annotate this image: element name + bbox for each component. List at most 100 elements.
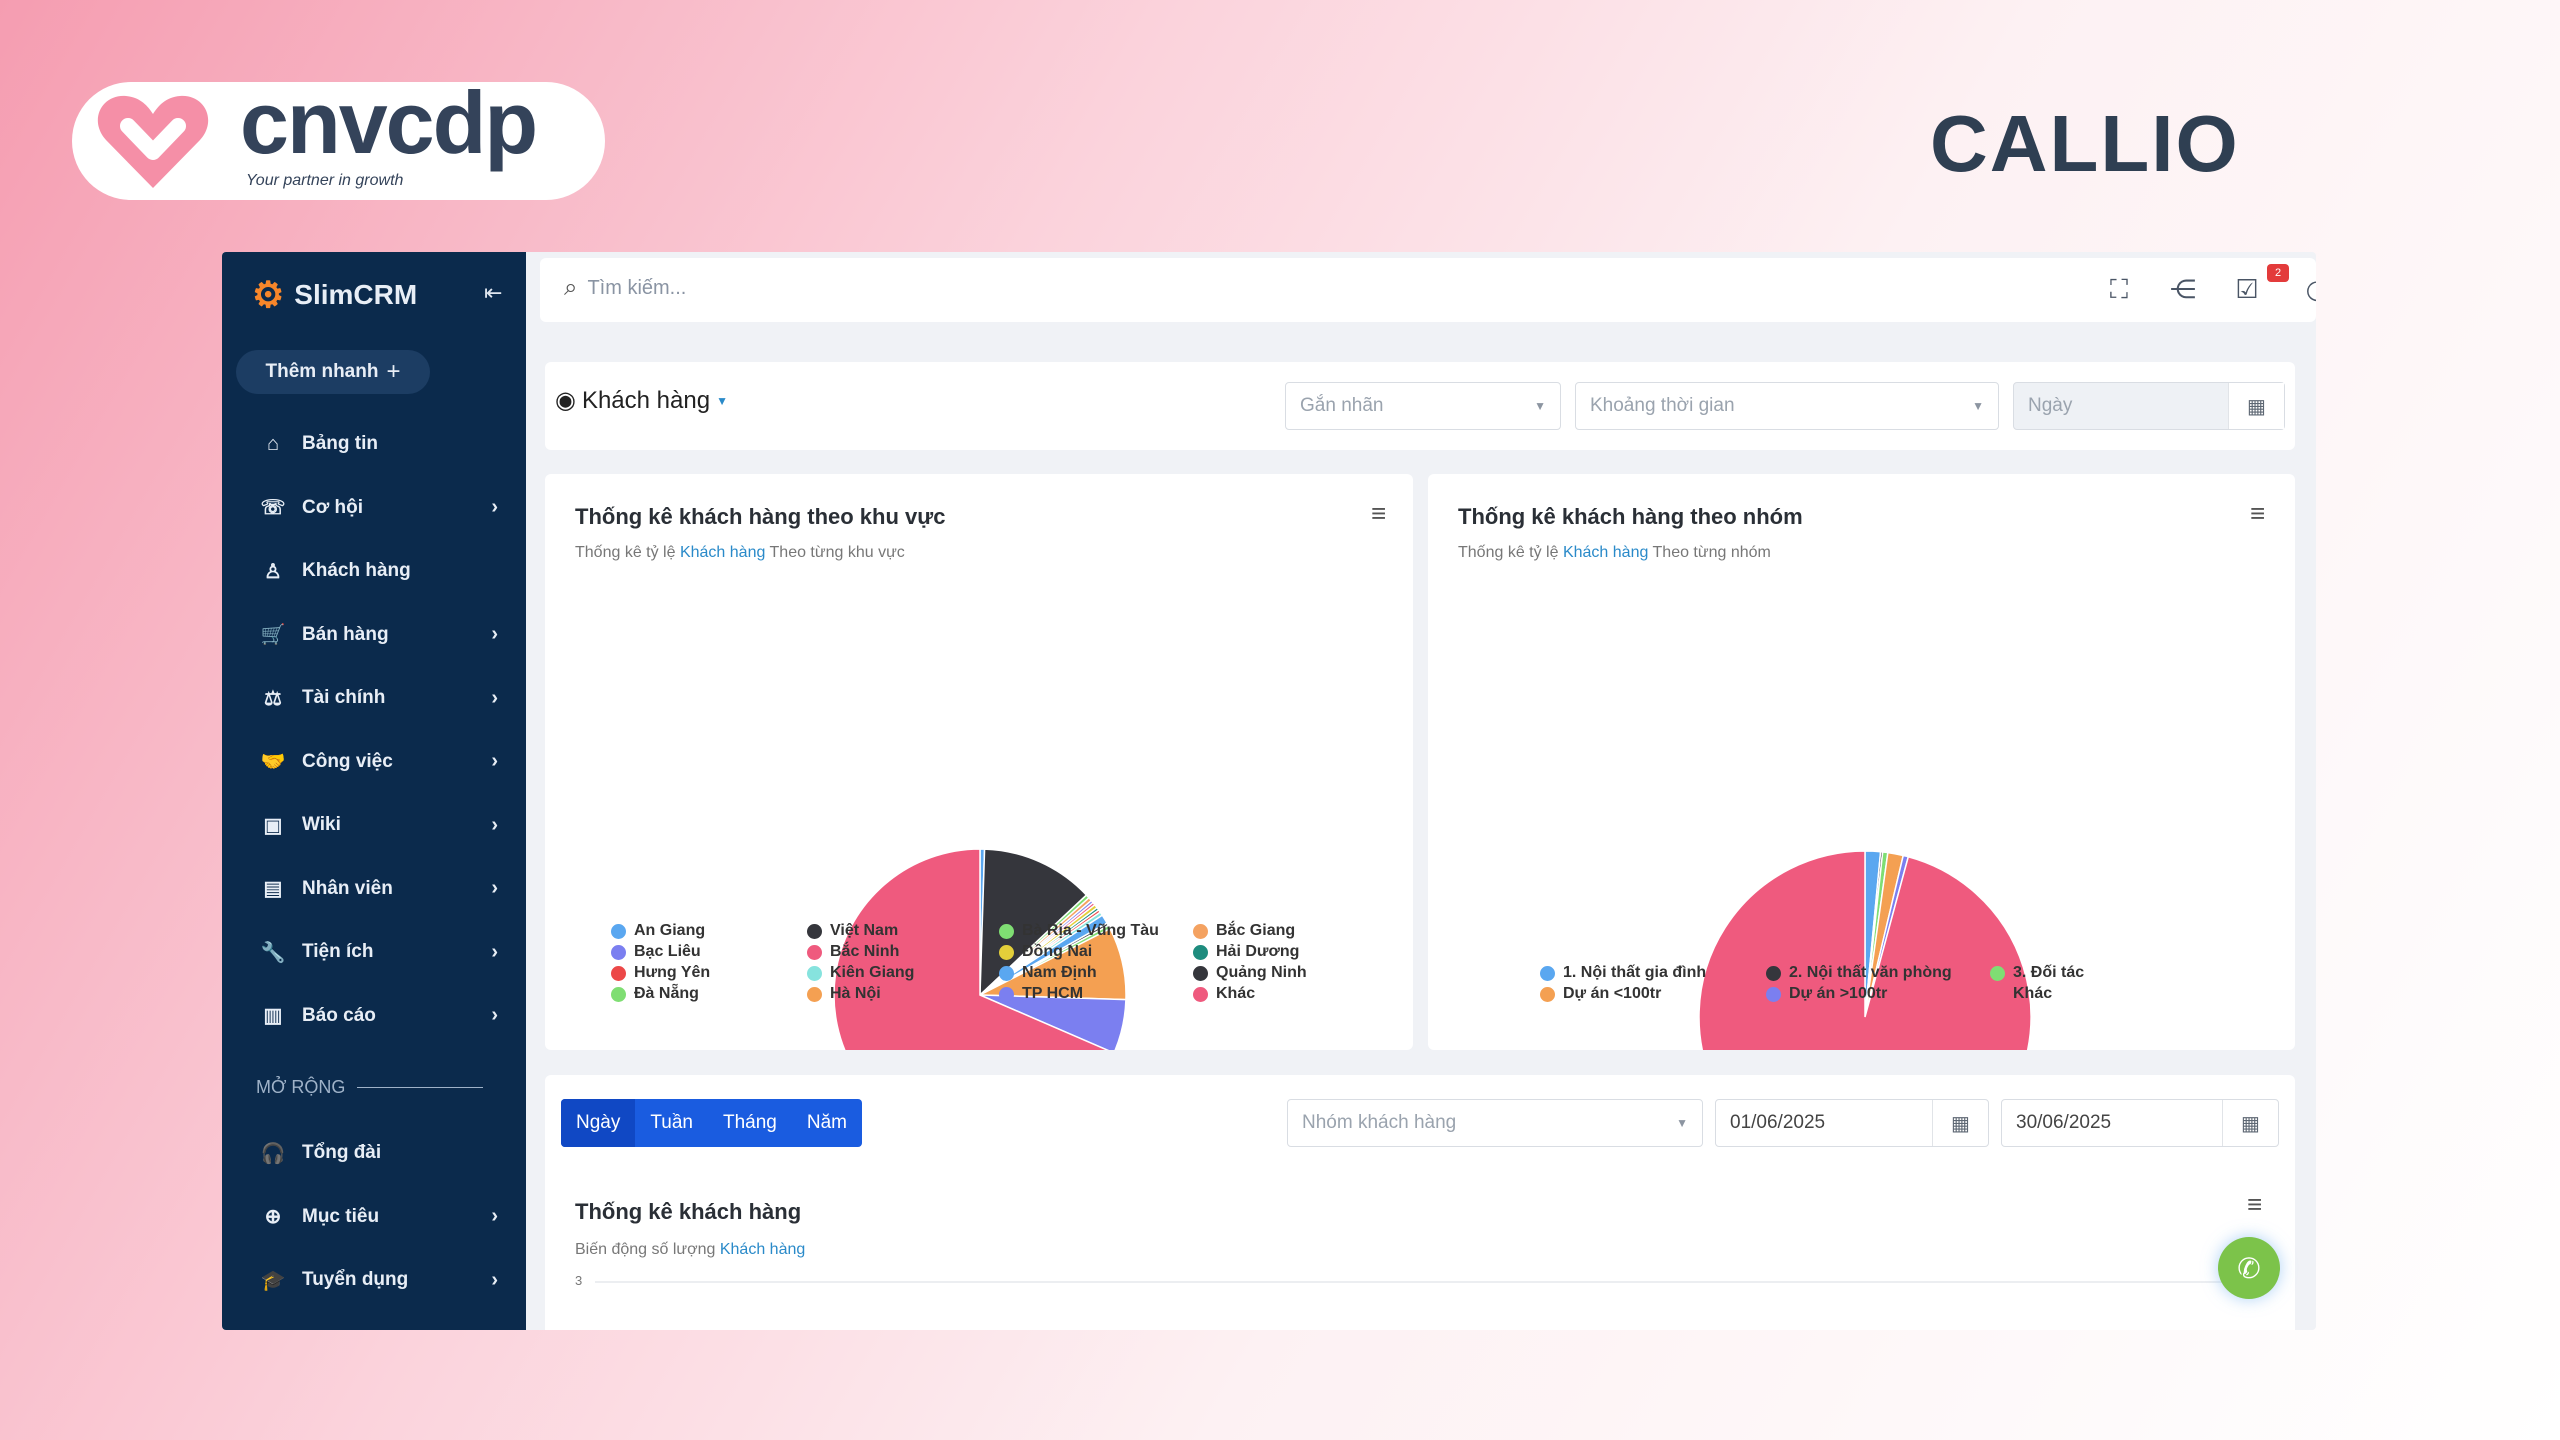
legend-label: 2. Nội thất văn phòng xyxy=(1789,964,1952,981)
legend-marker xyxy=(1540,965,1555,981)
sidebar-item[interactable]: 🔧 Tiện ích › xyxy=(222,927,526,977)
legend-item[interactable]: TP HCM xyxy=(999,985,1083,1003)
calendar-icon[interactable]: ▦ xyxy=(1932,1100,1988,1146)
partner-tagline: Your partner in growth xyxy=(246,172,404,189)
legend-item[interactable]: Hải Dương xyxy=(1193,943,1299,961)
legend-item[interactable]: Khác xyxy=(1990,985,2052,1003)
period-tab[interactable]: Ngày xyxy=(561,1099,636,1147)
date-from-input[interactable]: 01/06/2025 ▦ xyxy=(1715,1099,1989,1147)
legend-item[interactable]: Bà Rịa - Vũng Tàu xyxy=(999,922,1159,940)
chevron-right-icon: › xyxy=(491,1268,498,1291)
graduation-cap-icon: 🎓 xyxy=(260,1269,286,1292)
legend-marker xyxy=(611,965,626,981)
legend-item[interactable]: Đồng Nai xyxy=(999,943,1092,961)
sidebar-item[interactable]: ▤ Nhân viên › xyxy=(222,864,526,914)
period-toggle: Ngày Tuần Tháng Năm xyxy=(561,1099,862,1147)
plus-icon: + xyxy=(386,358,401,385)
call-button[interactable]: ✆ xyxy=(2218,1237,2280,1299)
pie-slice[interactable] xyxy=(1698,850,2032,1050)
subtitle-link[interactable]: Khách hàng xyxy=(719,1241,806,1258)
region-chart-card: Thống kê khách hàng theo khu vực Thống k… xyxy=(545,474,1413,1050)
subtitle-text: Biến động số lượng xyxy=(575,1241,716,1258)
search-input[interactable]: Tìm kiếm... xyxy=(587,276,687,299)
sidebar-item[interactable]: 🤝 Công việc › xyxy=(222,737,526,787)
chart-title: Thống kê khách hàng theo khu vực xyxy=(575,504,946,529)
id-card-icon: ▤ xyxy=(263,878,283,900)
calendar-icon[interactable]: ▦ xyxy=(2228,383,2284,429)
chart-menu-icon[interactable]: ≡ xyxy=(2247,1189,2263,1219)
legend-item[interactable]: Khác xyxy=(1193,985,1255,1003)
subtitle-link[interactable]: Khách hàng xyxy=(679,544,766,561)
module-label: Khách hàng xyxy=(581,386,711,414)
crm-app-window: ⚙ SlimCRM ⇤ Thêm nhanh + ⌂ Bảng tin ☏ Cơ hộ… xyxy=(222,252,2316,1330)
legend-item[interactable]: Bắc Ninh xyxy=(807,943,899,961)
bar-chart-icon: ▥ xyxy=(263,1005,283,1027)
sidebar-item[interactable]: ⌂ Bảng tin xyxy=(222,419,526,469)
calendar-icon[interactable]: ▦ xyxy=(2222,1100,2278,1146)
legend-item[interactable]: Hà Nội xyxy=(807,985,881,1003)
fullscreen-icon[interactable]: ⛶ xyxy=(2109,274,2129,304)
chart-menu-icon[interactable]: ≡ xyxy=(2250,498,2266,528)
tag-select[interactable]: Gắn nhãn ▼ xyxy=(1285,382,1561,430)
legend-item[interactable]: Dự án <100tr xyxy=(1540,985,1661,1003)
date-to-input[interactable]: 30/06/2025 ▦ xyxy=(2001,1099,2279,1147)
legend-item[interactable]: Hưng Yên xyxy=(611,964,710,982)
sidebar-item[interactable]: ⊕ Mục tiêu › xyxy=(222,1192,526,1242)
task-checklist-icon[interactable]: ☑ xyxy=(2235,274,2259,304)
period-select[interactable]: Khoảng thời gian ▼ xyxy=(1575,382,1999,430)
legend-item[interactable]: Bạc Liêu xyxy=(611,943,701,961)
clock-icon[interactable]: ◷ xyxy=(2300,274,2316,304)
y-axis-tick: 3 xyxy=(575,1273,583,1288)
sidebar-item[interactable]: 🛒 Bán hàng › xyxy=(222,610,526,660)
legend-label: Bắc Ninh xyxy=(830,943,900,960)
legend-marker xyxy=(1766,986,1781,1002)
legend-item[interactable]: Việt Nam xyxy=(807,922,898,940)
legend-item[interactable]: 3. Đối tác xyxy=(1990,964,2084,982)
sidebar-item[interactable]: ☏ Cơ hội › xyxy=(222,483,526,533)
legend-item[interactable]: Kiên Giang xyxy=(807,964,914,982)
legend-item[interactable]: Nam Định xyxy=(999,964,1097,982)
legend-item[interactable]: 1. Nội thất gia đình xyxy=(1540,964,1706,982)
customer-group-select[interactable]: Nhóm khách hàng ▼ xyxy=(1287,1099,1703,1147)
legend-item[interactable]: Bắc Giang xyxy=(1193,922,1295,940)
group-pie-chart xyxy=(1698,850,2032,1050)
legend-label: Bà Rịa - Vũng Tàu xyxy=(1022,922,1159,939)
legend-item[interactable]: Dự án >100tr xyxy=(1766,985,1887,1003)
period-tab[interactable]: Tuần xyxy=(650,1112,693,1133)
share-icon[interactable]: ⋲ xyxy=(2170,274,2196,304)
date-input[interactable]: Ngày ▦ xyxy=(2013,382,2285,430)
pie-slice[interactable] xyxy=(833,848,1114,1050)
collapse-sidebar-icon[interactable]: ⇤ xyxy=(484,280,503,305)
legend-label: Bạc Liêu xyxy=(634,943,701,960)
search-box[interactable]: ⌕ Tìm kiếm... xyxy=(564,274,686,302)
brand[interactable]: ⚙ SlimCRM xyxy=(252,274,417,316)
sidebar-item-label: Tuyển dụng xyxy=(302,1269,409,1290)
quick-add-button[interactable]: Thêm nhanh + xyxy=(236,350,430,394)
legend-item[interactable]: Quảng Ninh xyxy=(1193,964,1307,982)
period-tab[interactable]: Tháng xyxy=(722,1112,777,1133)
section-label: MỞ RỘNG xyxy=(256,1077,346,1097)
chart-menu-icon[interactable]: ≡ xyxy=(1371,498,1387,528)
sidebar-item-label: Bán hàng xyxy=(302,623,389,645)
period-tab[interactable]: Năm xyxy=(806,1112,847,1133)
sidebar-item[interactable]: 🎓 Tuyển dụng › xyxy=(222,1255,526,1305)
sidebar-item[interactable]: 🎧 Tổng đài xyxy=(222,1128,526,1178)
module-selector[interactable]: ◉ Khách hàng ▼ xyxy=(555,386,728,415)
sidebar-item[interactable]: ♙ Khách hàng xyxy=(222,546,526,596)
legend-item[interactable]: Đà Nẵng xyxy=(611,985,699,1003)
callio-logo: CALLIO xyxy=(1930,99,2240,188)
scale-icon: ⚖ xyxy=(264,687,282,710)
sidebar-item-label: Công việc xyxy=(302,750,393,772)
pie-slice[interactable] xyxy=(979,994,1127,1050)
legend-marker xyxy=(999,965,1014,981)
sidebar-item[interactable]: ⚖ Tài chính › xyxy=(222,673,526,723)
chevron-right-icon: › xyxy=(491,940,498,963)
chevron-right-icon: › xyxy=(491,1004,498,1026)
subtitle-link[interactable]: Khách hàng xyxy=(1562,544,1649,561)
sidebar-item[interactable]: ▥ Báo cáo › xyxy=(222,991,526,1041)
legend-label: Dự án >100tr xyxy=(1789,985,1888,1002)
subtitle-text: Theo từng khu vực xyxy=(769,544,905,561)
legend-item[interactable]: 2. Nội thất văn phòng xyxy=(1766,964,1952,982)
sidebar-item[interactable]: ▣ Wiki › xyxy=(222,800,526,850)
legend-item[interactable]: An Giang xyxy=(611,922,705,940)
